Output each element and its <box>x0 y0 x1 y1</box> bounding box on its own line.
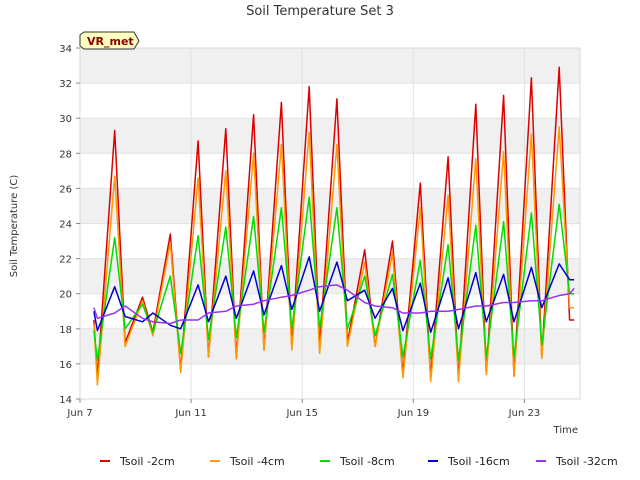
plot-band <box>80 258 580 294</box>
y-tick-label: 26 <box>59 184 72 195</box>
y-tick-label: 32 <box>59 79 72 90</box>
x-tick-label: Jun 7 <box>66 408 92 419</box>
series-line-tsoil-16cm <box>93 256 575 334</box>
x-axis-label: Time <box>553 425 578 436</box>
legend-label-tsoil-32cm: Tsoil -32cm <box>555 455 618 468</box>
y-tick-label: 14 <box>59 395 72 406</box>
plot-band <box>80 328 580 364</box>
legend-label-tsoil-2cm: Tsoil -2cm <box>119 455 175 468</box>
legend-label-tsoil-16cm: Tsoil -16cm <box>447 455 510 468</box>
axes: 14 16 18 20 22 24 26 28 30 32 34 Jun 7 Jun 11 Jun 15 J… <box>59 44 540 419</box>
y-tick-label: 34 <box>59 44 72 55</box>
x-tick-label: Jun 23 <box>508 408 541 419</box>
y-tick-label: 16 <box>59 360 72 371</box>
y-tick-label: 20 <box>59 290 72 301</box>
x-tick-label: Jun 11 <box>174 408 207 419</box>
y-tick-label: 30 <box>59 114 72 125</box>
y-tick-label: 22 <box>59 255 72 266</box>
series-line-tsoil-8cm <box>93 196 575 362</box>
y-tick-label: 28 <box>59 149 72 160</box>
plot-band <box>80 48 580 84</box>
y-tick-label: 18 <box>59 325 72 336</box>
series-line-tsoil-4cm <box>93 126 575 386</box>
legend-label-tsoil-8cm: Tsoil -8cm <box>339 455 395 468</box>
legend-label-tsoil-4cm: Tsoil -4cm <box>229 455 285 468</box>
y-tick-label: 24 <box>59 220 72 231</box>
plot-band <box>80 118 580 154</box>
series-lines <box>93 66 575 386</box>
y-axis-label: Soil Temperature (C) <box>9 175 20 278</box>
series-line-tsoil-32cm <box>93 284 575 325</box>
badge-box <box>79 31 140 50</box>
chart-title: Soil Temperature Set 3 <box>246 4 394 19</box>
x-tick-label: Jun 19 <box>397 408 430 419</box>
series-line-tsoil-2cm <box>93 66 575 381</box>
site-badge: VR_met <box>79 31 140 50</box>
badge-label: VR_met <box>87 35 134 48</box>
legend: Tsoil -2cm Tsoil -4cm Tsoil -8cm Tsoil -16c… <box>100 455 618 468</box>
x-tick-label: Jun 15 <box>285 408 318 419</box>
